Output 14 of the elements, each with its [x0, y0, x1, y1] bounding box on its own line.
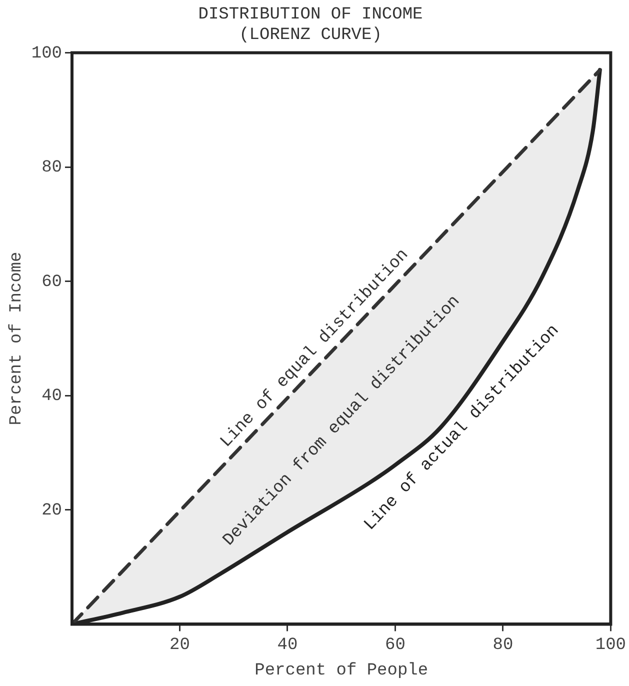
y-tick-label: 80 — [42, 158, 62, 178]
x-tick-label: 100 — [595, 636, 626, 655]
x-axis-title: Percent of People — [254, 661, 428, 680]
chart-title: DISTRIBUTION OF INCOME — [198, 6, 423, 25]
y-tick-label: 20 — [42, 501, 62, 520]
x-tick-label: 40 — [277, 636, 298, 655]
x-tick-label: 20 — [170, 636, 190, 655]
chart-subtitle: (LORENZ CURVE) — [239, 26, 382, 46]
y-tick-label: 100 — [31, 44, 62, 64]
y-axis-title: Percent of Income — [8, 252, 27, 426]
x-tick-label: 60 — [385, 636, 406, 655]
y-tick-label: 60 — [42, 272, 62, 292]
y-tick-label: 40 — [42, 387, 62, 406]
x-tick-label: 80 — [492, 636, 514, 655]
